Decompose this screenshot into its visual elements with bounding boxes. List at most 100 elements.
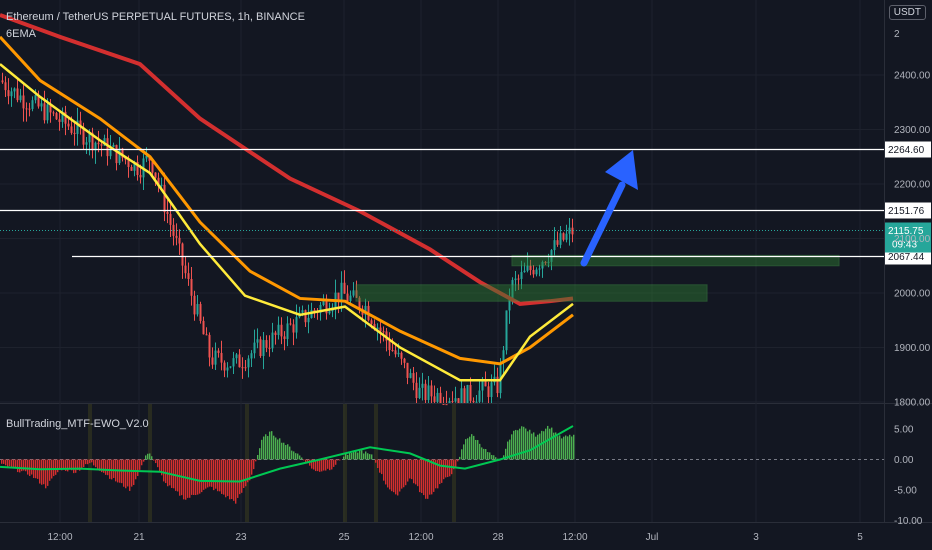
osc-bar [559,435,561,460]
candle-body [94,142,97,151]
price-tick-label: 1800.00 [894,398,931,409]
level-tag-label-1: 2264.60 [888,145,925,156]
candle-body [70,126,73,133]
osc-bar [377,459,379,469]
osc-bar [185,459,187,500]
osc-bar [133,459,135,485]
osc-bar [227,459,229,497]
candle-body [478,390,481,402]
candle-body [436,392,439,402]
osc-bar [215,459,217,489]
candle-body [352,290,355,296]
candle-body [307,317,310,323]
candle-body [259,339,262,357]
candle-body [154,172,157,178]
candle-body [160,184,163,186]
osc-bar [419,459,421,493]
candle-body [145,155,148,159]
osc-bar [207,459,209,488]
osc-bar [557,436,559,460]
osc-bar [259,448,261,460]
candle-body [379,327,382,332]
candle-body [454,398,457,402]
candle-body [28,108,31,110]
candle-body [10,91,13,97]
time-tick-label: 12:00 [47,532,72,543]
osc-bar [323,459,325,471]
osc-bar [21,459,23,472]
candle-body [505,310,508,351]
osc-bar [409,459,411,479]
oscillator-label: BullTrading_MTF-EWO_V2.0 [6,418,149,430]
osc-bar [137,459,139,476]
osc-bar [247,459,249,483]
candle-body [286,323,289,339]
osc-bar [15,459,17,468]
candle-body [112,144,115,147]
osc-bar [439,459,441,485]
osc-bar [395,459,397,495]
osc-bar [233,459,235,501]
osc-bar [311,459,313,469]
candle-body [418,387,421,399]
candle-body [229,366,232,368]
candle-body [220,352,223,363]
candle-body [79,120,82,128]
osc-bar [101,459,103,473]
candle-body [247,358,250,368]
osc-bar [491,454,493,460]
candle-body [85,142,88,145]
osc-bar [369,454,371,460]
osc-bar [213,459,215,491]
osc-bar [331,459,333,470]
candle-body [280,324,283,337]
candle-body [199,304,202,321]
indicator-label: 6EMA [6,28,36,40]
osc-bar [199,459,201,494]
osc-bar [467,438,469,460]
candle-body [529,265,532,271]
candle-body [373,323,376,330]
osc-bar [485,449,487,460]
candle-body [571,227,574,235]
osc-bar [381,459,383,475]
osc-bar [423,459,425,496]
candle-body [13,88,16,92]
candle-body [475,401,478,403]
osc-bar [103,459,105,473]
osc-bar [269,431,271,460]
osc-bar [285,445,287,460]
osc-bar [165,459,167,484]
candle-body [7,90,10,97]
osc-bar [99,459,101,471]
osc-bar [127,459,129,487]
osc-bar [17,459,19,473]
candle-body [121,148,124,158]
candle-body [118,148,121,164]
osc-bar [313,459,315,470]
osc-bar [209,459,211,487]
osc-bar [405,459,407,486]
osc-bar [157,459,159,468]
osc-bar [281,442,283,460]
candle-body [457,398,460,403]
osc-bar [389,459,391,490]
candle-body [553,240,556,251]
osc-bar [431,459,433,495]
osc-bar [85,459,87,465]
osc-bar [349,451,351,460]
currency-selector[interactable]: USDT [888,5,926,20]
candle-body [547,261,550,263]
osc-bar [563,436,565,460]
osc-bar [507,441,509,460]
osc-bar [77,459,79,471]
osc-bar [193,459,195,495]
price-tick-label: 2 [894,29,900,40]
osc-bar [513,430,515,460]
osc-bar [411,459,413,480]
osc-bar [317,459,319,472]
candle-body [97,142,100,145]
osc-bar [11,459,13,468]
osc-bar [257,455,259,460]
